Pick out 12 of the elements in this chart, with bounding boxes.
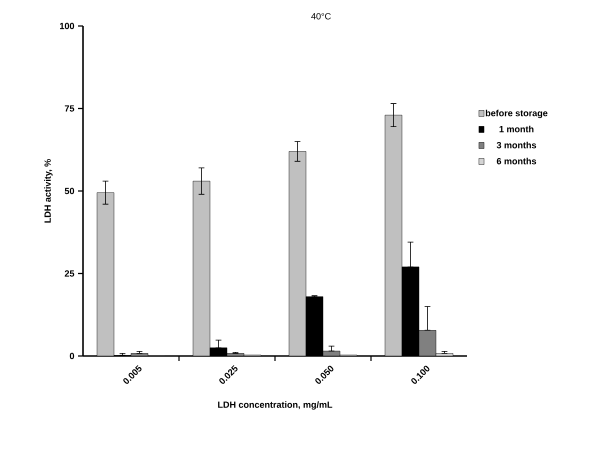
y-tick-label: 50 — [64, 188, 74, 194]
legend-label: 1 month — [500, 126, 534, 132]
x-axis-title: LDH concentration, mg/mL — [218, 401, 332, 410]
legend-label: 3 months — [496, 142, 536, 148]
y-tick-label: 0 — [70, 352, 74, 360]
legend-label: 6 months — [496, 158, 536, 164]
y-tick-label: 25 — [64, 270, 74, 277]
y-axis-title: LDH activity, % — [44, 159, 53, 223]
y-tick-label: 75 — [64, 105, 74, 112]
y-tick-label: 100 — [60, 22, 74, 30]
chart-title: 40°C — [311, 13, 331, 20]
legend-label: before storage — [486, 110, 548, 118]
